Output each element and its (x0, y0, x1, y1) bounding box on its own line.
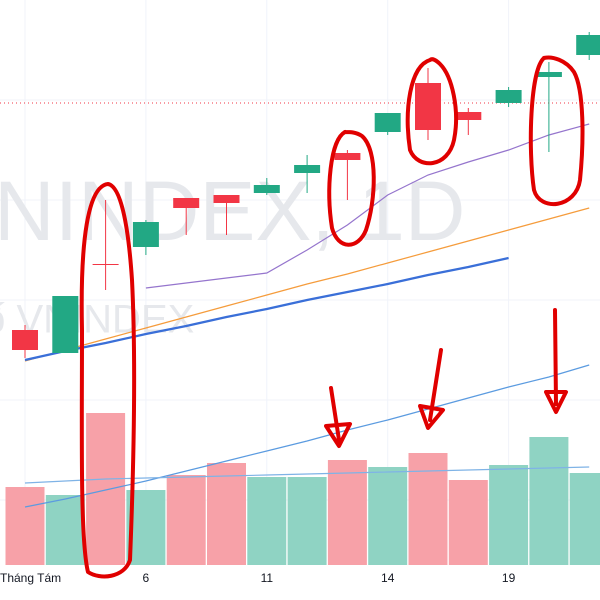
volume-bar (529, 437, 569, 565)
candle-body (374, 113, 401, 132)
annotation-arrow (418, 348, 445, 430)
annotation-arrow (324, 386, 352, 448)
candle-body (173, 198, 200, 208)
candle-body (334, 153, 361, 160)
volume-bar (166, 475, 206, 565)
candle-body (495, 90, 522, 103)
x-tick-label: 19 (502, 571, 516, 585)
x-tick-label: Tháng Tám (0, 571, 61, 585)
volume-bar (489, 465, 529, 565)
volume-bar (368, 467, 408, 565)
candle-body (294, 165, 321, 173)
volume-bar (287, 477, 327, 565)
annotation-loop (79, 182, 137, 579)
volume-bar (408, 453, 448, 565)
annotation-arrow (544, 308, 568, 414)
candle-body (576, 35, 600, 55)
candle-body (455, 112, 482, 120)
volume-bar (207, 463, 246, 565)
annotation-loop (528, 55, 585, 207)
x-tick-label: 6 (143, 571, 150, 585)
volume-bar (569, 473, 600, 565)
ma-line (24, 207, 590, 362)
volume-bar (5, 487, 45, 565)
candle-body (92, 264, 119, 265)
candle-body (415, 83, 441, 130)
plot: Tháng Tám 6 11 14 19 (0, 32, 600, 585)
x-tick-label: 11 (261, 571, 274, 585)
ma-line (24, 256, 509, 362)
candle-body (52, 296, 79, 353)
volume-bar (247, 477, 287, 565)
candle-body (12, 330, 38, 350)
volume-bar (86, 413, 126, 565)
volume-ma-line (24, 466, 590, 484)
annotations (79, 55, 585, 579)
candle-body (253, 185, 280, 193)
candle-body (213, 195, 240, 203)
x-tick-label: 14 (381, 571, 395, 585)
volume-ma-line (24, 364, 590, 508)
annotation-loop (327, 130, 376, 247)
watermark: VNINDEX, 1D (0, 164, 465, 258)
volume-bar (45, 495, 85, 565)
ma-line (145, 123, 590, 289)
annotation-loop (405, 57, 458, 166)
candle-body (535, 72, 562, 77)
volume-bar (327, 460, 367, 565)
candle-body (132, 222, 159, 247)
volume-bar (448, 480, 488, 565)
